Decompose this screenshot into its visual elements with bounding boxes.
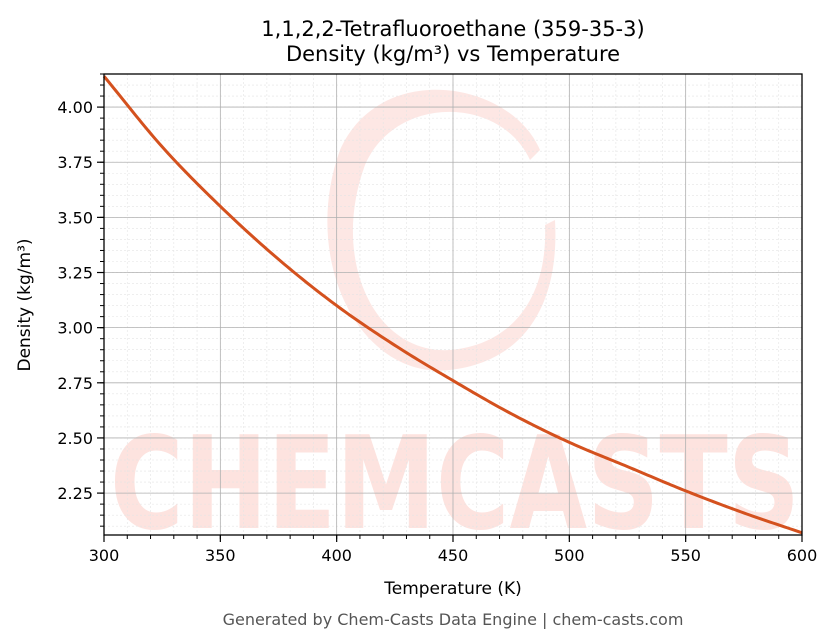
y-tick-label: 2.25 (57, 484, 93, 503)
y-tick-label: 2.75 (57, 374, 93, 393)
series-group (102, 75, 803, 535)
y-tick-label: 2.50 (57, 429, 93, 448)
chemcasts-watermark: CHEMCASTS (110, 89, 800, 559)
y-tick-label: 3.50 (57, 208, 93, 227)
grid (103, 73, 803, 535)
y-axis-label: Density (kg/m³) (15, 238, 35, 371)
x-tick-label: 550 (670, 546, 701, 565)
watermark-swirl (327, 89, 556, 371)
y-tick-label: 3.25 (57, 264, 93, 283)
chart-title-line2: Density (kg/m³) vs Temperature (286, 42, 620, 66)
y-tick-label: 3.75 (57, 153, 93, 172)
x-tick-label: 400 (321, 546, 352, 565)
y-tick-label: 4.00 (57, 98, 93, 117)
x-tick-label: 500 (554, 546, 585, 565)
x-tick-label: 300 (89, 546, 120, 565)
x-tick-label: 600 (787, 546, 818, 565)
x-tick-label: 350 (205, 546, 236, 565)
watermark-text: CHEMCASTS (110, 410, 800, 559)
y-tick-label: 3.00 (57, 319, 93, 338)
x-axis-label: Temperature (K) (383, 579, 522, 599)
axis-ticks: 300 350 400 450 500 550 600 2.25 2.50 2.75 3.00 3.2… (57, 73, 818, 565)
chart-title-line1: 1,1,2,2-Tetrafluoroethane (359-35-3) (261, 17, 644, 41)
x-tick-label: 450 (438, 546, 469, 565)
density-line (102, 75, 803, 535)
footer-credit: Generated by Chem-Casts Data Engine | ch… (223, 610, 684, 629)
